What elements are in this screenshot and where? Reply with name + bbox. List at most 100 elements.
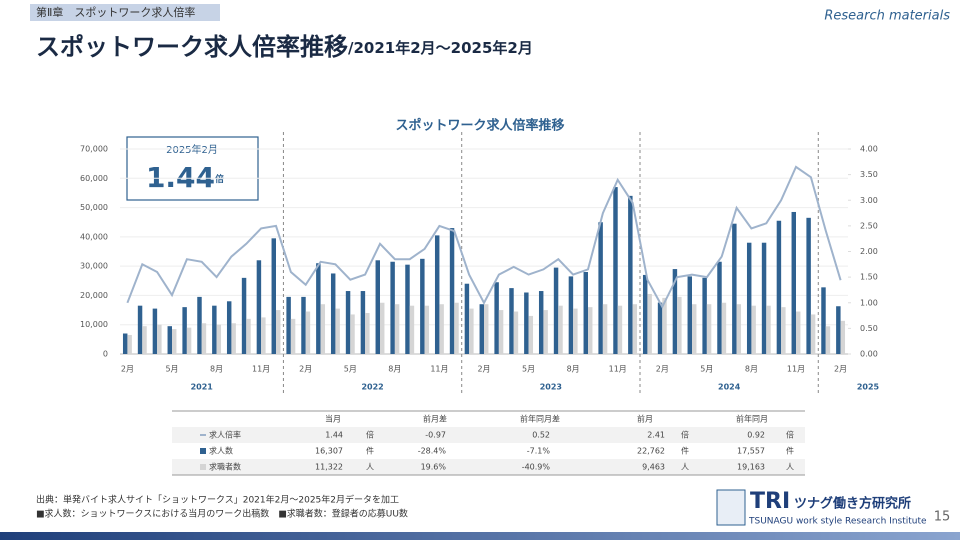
bar bbox=[721, 302, 727, 354]
x-tick-label: 5月 bbox=[344, 365, 357, 374]
chapter-tag: 第Ⅱ章 スポットワーク求人倍率 bbox=[36, 5, 195, 19]
footnote: 出典：単発バイト求人サイト「ショットワークス」2021年2月～2025年2月デー… bbox=[36, 494, 399, 506]
bar bbox=[662, 297, 667, 354]
bar bbox=[746, 242, 752, 354]
bar bbox=[617, 305, 623, 354]
table-cell: 19.6% bbox=[421, 463, 447, 472]
bar bbox=[840, 320, 846, 354]
bar bbox=[390, 261, 395, 354]
bar bbox=[142, 326, 147, 354]
y-tick-label: 70,000 bbox=[80, 145, 108, 154]
bar bbox=[761, 242, 767, 354]
bar bbox=[241, 277, 247, 354]
bar bbox=[226, 301, 232, 354]
table-cell: 22,762 bbox=[637, 447, 665, 456]
bar bbox=[216, 324, 222, 354]
y-tick-label: 20,000 bbox=[80, 291, 108, 300]
logo-icon bbox=[716, 489, 746, 526]
bar bbox=[330, 273, 336, 354]
y-tick-label: 40,000 bbox=[80, 232, 108, 241]
bar bbox=[231, 323, 236, 354]
table-cell: 人 bbox=[681, 463, 689, 472]
year-label: 2023 bbox=[540, 383, 562, 392]
bar bbox=[657, 302, 663, 354]
bar bbox=[276, 310, 281, 354]
table-cell: 9,463 bbox=[642, 463, 665, 472]
table-cell: 19,163 bbox=[737, 463, 765, 472]
bar bbox=[469, 308, 474, 354]
bar bbox=[197, 296, 202, 354]
y-tick-label: 30,000 bbox=[80, 262, 108, 271]
bar bbox=[271, 238, 276, 354]
bar bbox=[781, 307, 786, 354]
x-tick-label: 8月 bbox=[567, 365, 580, 374]
bar bbox=[127, 334, 132, 354]
x-tick-label: 11月 bbox=[430, 365, 448, 374]
x-tick-label: 2月 bbox=[299, 365, 312, 374]
table-cell: 1.44 bbox=[325, 431, 343, 440]
bar bbox=[766, 305, 771, 354]
bar bbox=[301, 296, 306, 354]
table-cell: 件 bbox=[681, 446, 689, 456]
bar bbox=[672, 269, 678, 354]
table-cell: 11,322 bbox=[315, 463, 343, 472]
bar bbox=[434, 235, 440, 354]
y2-tick-label: 0.50 bbox=[860, 324, 878, 333]
bar bbox=[825, 326, 831, 354]
table-cell: 人 bbox=[366, 463, 374, 472]
table-cell: 0.52 bbox=[532, 431, 550, 440]
bar bbox=[736, 304, 742, 354]
table-row-label: 求人倍率 bbox=[209, 430, 241, 440]
x-tick-label: 2月 bbox=[121, 365, 134, 374]
x-tick-label: 11月 bbox=[252, 365, 270, 374]
bar bbox=[167, 326, 172, 354]
table-header: 前年同月 bbox=[736, 414, 768, 424]
bar bbox=[182, 307, 187, 354]
table-row-label: 求人数 bbox=[209, 446, 233, 456]
year-label: 2022 bbox=[361, 383, 383, 392]
bar bbox=[588, 307, 593, 354]
x-tick-label: 5月 bbox=[700, 365, 713, 374]
bar bbox=[350, 314, 355, 354]
bar bbox=[405, 264, 410, 354]
bar bbox=[524, 292, 529, 354]
logo-en: TSUNAGU work style Research Institute bbox=[748, 517, 927, 527]
chapter-tag-bg bbox=[30, 4, 220, 21]
x-tick-label: 5月 bbox=[165, 365, 178, 374]
year-label: 2021 bbox=[191, 383, 214, 392]
x-tick-label: 8月 bbox=[745, 365, 758, 374]
table-cell: -0.97 bbox=[425, 431, 446, 440]
bar bbox=[424, 305, 430, 354]
x-tick-label: 2月 bbox=[834, 365, 847, 374]
y2-tick-label: 3.50 bbox=[860, 170, 878, 179]
bar bbox=[583, 272, 588, 354]
x-tick-label: 8月 bbox=[388, 365, 401, 374]
bar bbox=[345, 291, 351, 354]
bar bbox=[201, 323, 207, 354]
bar bbox=[484, 304, 489, 354]
bar bbox=[687, 276, 692, 354]
bar bbox=[602, 304, 608, 354]
bar bbox=[498, 310, 504, 354]
bar bbox=[632, 304, 638, 354]
title-sub: /2021年2月～2025年2月 bbox=[348, 39, 533, 57]
bar bbox=[642, 274, 648, 354]
logo: TRI bbox=[750, 489, 790, 514]
table-cell: -28.4% bbox=[418, 447, 447, 456]
bar bbox=[821, 287, 826, 354]
bar bbox=[464, 283, 470, 354]
y2-tick-label: 2.50 bbox=[860, 221, 878, 230]
bar bbox=[122, 333, 128, 354]
bar bbox=[380, 302, 385, 354]
bar bbox=[513, 311, 519, 354]
bar bbox=[316, 263, 321, 354]
bar bbox=[454, 302, 459, 354]
bar bbox=[543, 310, 548, 354]
y-tick-label: 50,000 bbox=[80, 203, 108, 212]
y2-tick-label: 3.00 bbox=[860, 196, 878, 205]
logo-jp: ツナグ働き方研究所 bbox=[794, 496, 911, 512]
y2-tick-label: 2.00 bbox=[860, 247, 878, 256]
table-cell: 倍 bbox=[681, 430, 689, 440]
bar bbox=[836, 306, 841, 354]
